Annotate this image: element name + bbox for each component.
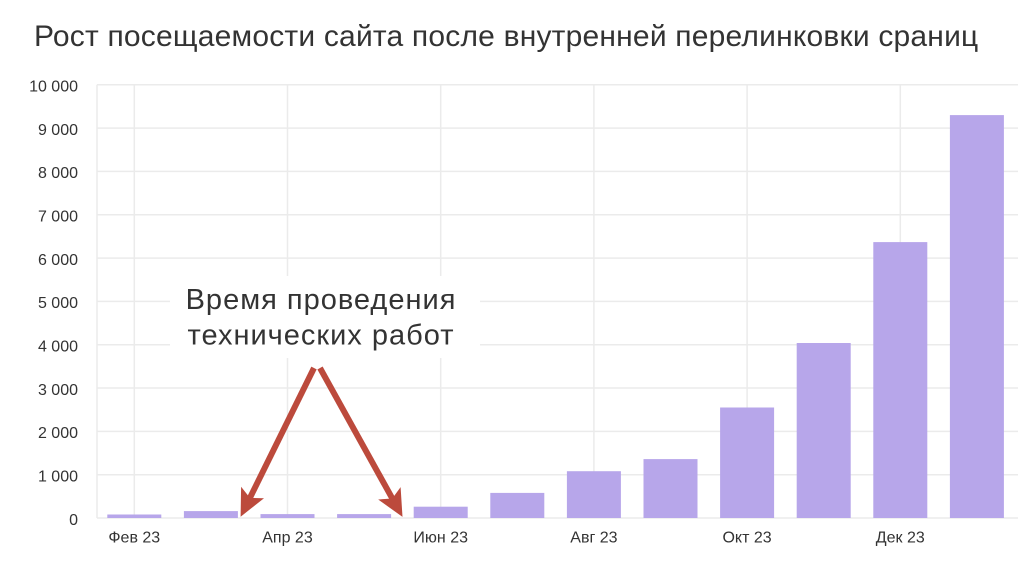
svg-text:6 000: 6 000 [38,252,78,269]
svg-text:Авг 23: Авг 23 [570,530,617,547]
svg-text:7 000: 7 000 [38,209,78,226]
svg-text:Фев 23: Фев 23 [108,530,160,547]
svg-text:2 000: 2 000 [38,425,78,442]
svg-text:технических работ: технических работ [188,320,455,352]
svg-text:3 000: 3 000 [38,382,78,399]
svg-text:Июн 23: Июн 23 [413,530,468,547]
svg-text:1 000: 1 000 [38,469,78,486]
svg-text:Время проведения: Время проведения [186,284,457,316]
svg-text:Апр 23: Апр 23 [262,530,313,547]
svg-text:4 000: 4 000 [38,339,78,356]
svg-text:10 000: 10 000 [29,79,78,96]
svg-text:0: 0 [69,512,78,529]
svg-text:9 000: 9 000 [38,122,78,139]
svg-text:Дек 23: Дек 23 [876,530,925,547]
svg-text:5 000: 5 000 [38,295,78,312]
svg-text:Окт 23: Окт 23 [722,530,771,547]
svg-text:8 000: 8 000 [38,165,78,182]
svg-text:Рост посещаемости сайта после: Рост посещаемости сайта после внутренней… [34,20,978,53]
